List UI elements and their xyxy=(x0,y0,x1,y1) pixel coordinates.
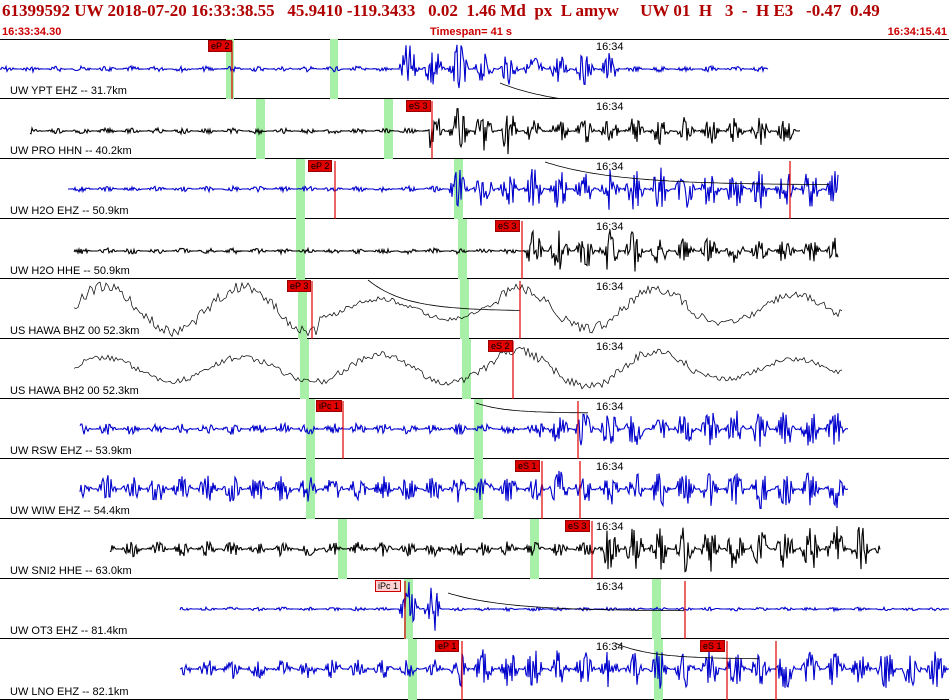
phase-pick-label[interactable]: eP 2 xyxy=(308,160,333,172)
time-tick-label: 16:34 xyxy=(596,161,624,173)
waveform xyxy=(73,219,839,279)
coda-window xyxy=(474,399,483,459)
trace-line xyxy=(179,649,949,689)
time-tick-label: 16:34 xyxy=(596,401,624,413)
waveform xyxy=(179,579,949,639)
coda-window xyxy=(460,279,469,339)
trace-line xyxy=(29,107,801,155)
phase-pick-label[interactable]: eS 3 xyxy=(406,100,431,112)
time-tick-label: 16:34 xyxy=(596,581,624,593)
waveform xyxy=(29,99,801,159)
channel-label: US HAWA BHZ 00 52.3km xyxy=(10,325,140,337)
phase-pick-label[interactable]: iPc 1 xyxy=(375,580,402,592)
waveform xyxy=(68,159,839,219)
coda-window xyxy=(408,639,417,700)
waveform xyxy=(179,639,949,700)
trace-line xyxy=(73,281,843,338)
channel-label: UW H2O EHZ -- 50.9km xyxy=(10,205,129,217)
trace-row[interactable]: 16:34 eS 3 UW SNI2 HHE -- 63.0km xyxy=(0,519,949,579)
trace-line xyxy=(109,526,881,573)
channel-label: UW OT3 EHZ -- 81.4km xyxy=(10,625,128,637)
trace-line xyxy=(79,470,849,510)
coda-window xyxy=(404,579,413,639)
waveform xyxy=(79,399,849,459)
trace-line xyxy=(73,229,839,272)
timespan-label: Timespan= 41 s xyxy=(430,26,513,38)
time-tick-label: 16:34 xyxy=(596,461,624,473)
trace-line xyxy=(179,581,949,631)
trace-row[interactable]: 16:34 eP 3 US HAWA BHZ 00 52.3km xyxy=(0,279,949,339)
coda-decay-curve xyxy=(614,642,759,660)
coda-decay-curve xyxy=(544,161,830,185)
channel-label: UW SNI2 HHE -- 63.0km xyxy=(10,565,132,577)
time-tick-label: 16:34 xyxy=(596,41,624,53)
channel-label: UW LNO EHZ -- 82.1km xyxy=(10,686,129,698)
coda-window xyxy=(226,39,234,99)
coda-decay-curve xyxy=(499,82,565,99)
channel-label: UW H2O HHE -- 50.9km xyxy=(10,265,130,277)
waveform xyxy=(73,279,843,339)
phase-pick-label[interactable]: eP 1 xyxy=(435,640,460,652)
coda-decay-curve xyxy=(367,279,520,311)
channel-label: UW PRO HHN -- 40.2km xyxy=(10,145,132,157)
trace-row[interactable]: 16:34 eS 2 US HAWA BH2 00 52.3km xyxy=(0,339,949,399)
trace-row[interactable]: 16:34 eS 1 UW WIW EHZ -- 54.4km xyxy=(0,459,949,519)
coda-window xyxy=(298,279,307,339)
trace-line xyxy=(0,44,769,89)
channel-label: UW YPT EHZ -- 31.7km xyxy=(10,85,127,97)
coda-window xyxy=(384,99,393,159)
event-header: 61399592 UW 2018-07-20 16:33:38.55 45.94… xyxy=(0,0,949,40)
time-tick-label: 16:34 xyxy=(596,101,624,113)
trace-row[interactable]: 16:34 eS 3 UW PRO HHN -- 40.2km xyxy=(0,99,949,159)
coda-window xyxy=(256,99,265,159)
coda-window xyxy=(462,339,471,399)
waveform xyxy=(73,339,843,399)
channel-label: UW RSW EHZ -- 53.9km xyxy=(10,445,132,457)
phase-pick-label[interactable]: eS 3 xyxy=(495,220,520,232)
start-time: 16:33:34.30 xyxy=(2,26,62,38)
time-tick-label: 16:34 xyxy=(596,281,624,293)
coda-window xyxy=(458,219,467,279)
phase-pick-label[interactable]: eP 2 xyxy=(208,40,233,52)
time-tick-label: 16:34 xyxy=(596,341,624,353)
phase-pick-label[interactable]: eP 3 xyxy=(287,280,312,292)
trace-row[interactable]: 16:34 iPc 1 UW RSW EHZ -- 53.9km xyxy=(0,399,949,459)
time-tick-label: 16:34 xyxy=(596,641,624,653)
trace-row[interactable]: 16:34 eS 3 UW H2O HHE -- 50.9km xyxy=(0,219,949,279)
phase-pick-label-2[interactable]: eS 1 xyxy=(700,640,725,652)
phase-pick-label[interactable]: eS 1 xyxy=(515,460,540,472)
trace-line xyxy=(73,347,843,390)
seismogram-panel[interactable]: 16:34 eP 2 UW YPT EHZ -- 31.7km 16:34 eS… xyxy=(0,39,949,700)
phase-pick-label[interactable]: iPc 1 xyxy=(316,400,343,412)
coda-window xyxy=(300,339,309,399)
trace-line xyxy=(68,167,839,210)
trace-row[interactable]: 16:34 iPc 1 UW OT3 EHZ -- 81.4km xyxy=(0,579,949,639)
trace-row[interactable]: 16:34 eP 2 UW YPT EHZ -- 31.7km xyxy=(0,39,949,99)
coda-window xyxy=(474,459,483,519)
coda-window xyxy=(306,459,315,519)
waveform xyxy=(79,459,849,519)
coda-decay-curve xyxy=(447,592,685,612)
coda-decay-curve xyxy=(475,402,588,414)
event-summary-line: 61399592 UW 2018-07-20 16:33:38.55 45.94… xyxy=(2,1,880,20)
end-time: 16:34:15.41 xyxy=(887,26,947,38)
channel-label: UW WIW EHZ -- 54.4km xyxy=(10,505,130,517)
phase-pick-label[interactable]: eS 3 xyxy=(565,520,590,532)
channel-label: US HAWA BH2 00 52.3km xyxy=(10,385,139,397)
time-tick-label: 16:34 xyxy=(596,221,624,233)
phase-pick-label[interactable]: eS 2 xyxy=(488,340,513,352)
waveform xyxy=(109,519,881,579)
trace-row[interactable]: 16:34 eP 1 eS 1 UW LNO EHZ -- 82.1km xyxy=(0,639,949,700)
coda-window xyxy=(296,219,305,279)
trace-line xyxy=(79,410,849,447)
coda-window xyxy=(330,39,338,99)
waveform xyxy=(0,39,769,99)
coda-window xyxy=(306,399,315,459)
time-tick-label: 16:34 xyxy=(596,521,624,533)
trace-row[interactable]: 16:34 eP 2 UW H2O EHZ -- 50.9km xyxy=(0,159,949,219)
